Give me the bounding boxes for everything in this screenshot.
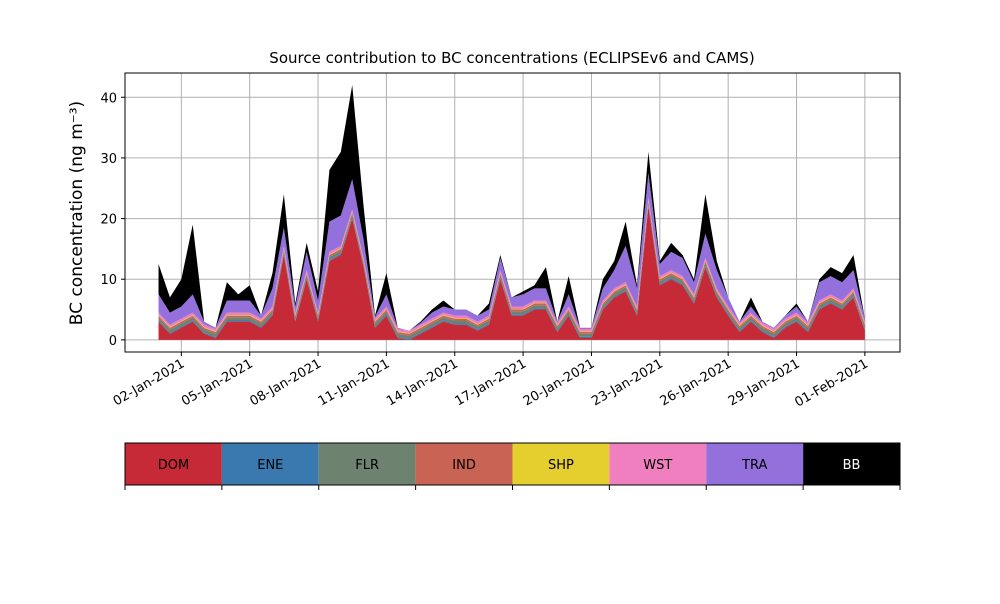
legend-swatch [706,443,804,485]
legend-label: DOM [158,458,189,473]
legend-label: FLR [355,458,379,473]
area [158,206,865,340]
chart-title: Source contribution to BC concentrations… [269,49,754,67]
legend-swatch [803,443,900,485]
area [158,173,865,331]
x-tick-label: 20-Jan-2021 [521,356,598,409]
x-tick-label: 02-Jan-2021 [111,356,188,409]
area [158,202,865,339]
x-tick-label: 29-Jan-2021 [726,356,803,409]
x-tick-label: 05-Jan-2021 [179,356,256,409]
x-tick-label: 11-Jan-2021 [316,356,393,409]
x-tick-label: 23-Jan-2021 [589,356,666,409]
legend-label: BB [843,458,861,473]
x-tick-label: 14-Jan-2021 [384,356,461,409]
y-tick-label: 10 [100,273,117,288]
area [158,85,865,331]
y-tick-label: 20 [100,213,117,228]
plot-frame [124,72,901,353]
legend-swatch [221,443,319,485]
legend-label: TRA [741,458,767,473]
y-tick-label: 40 [100,91,117,106]
legend-label: WST [643,458,672,473]
legend-swatch [415,443,513,485]
y-tick-label: 0 [109,334,117,349]
x-tick-label: 01-Feb-2021 [792,356,871,410]
legend-swatch [318,443,416,485]
legend-swatch [512,443,610,485]
x-tick-label: 26-Jan-2021 [658,356,735,409]
x-tick-label: 08-Jan-2021 [247,356,324,409]
legend-label: IND [452,458,476,473]
x-tick-label: 17-Jan-2021 [453,356,530,409]
legend-swatch [125,443,222,485]
legend-label: ENE [257,458,283,473]
legend-label: SHP [548,458,574,473]
legend-swatch [609,443,707,485]
y-axis-label: BC concentration (ng m⁻³) [67,101,87,325]
y-tick-label: 30 [100,152,117,167]
